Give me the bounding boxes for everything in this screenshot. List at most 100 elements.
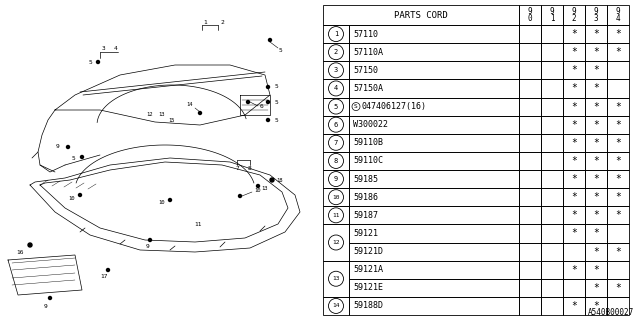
Text: 59121E: 59121E bbox=[353, 283, 383, 292]
Bar bbox=[607, 79, 629, 98]
Bar bbox=[323, 25, 349, 43]
Text: *: * bbox=[571, 228, 577, 238]
Bar bbox=[323, 134, 349, 152]
Text: 5: 5 bbox=[274, 117, 278, 123]
Bar bbox=[519, 206, 541, 224]
Bar bbox=[607, 25, 629, 43]
Text: 4: 4 bbox=[334, 85, 338, 92]
Text: 1: 1 bbox=[334, 31, 338, 37]
Bar bbox=[541, 25, 563, 43]
Text: 10: 10 bbox=[159, 201, 165, 205]
Text: 12: 12 bbox=[332, 240, 340, 245]
Bar bbox=[323, 98, 349, 116]
Text: 59185: 59185 bbox=[353, 175, 378, 184]
Bar bbox=[541, 188, 563, 206]
Text: 6: 6 bbox=[334, 122, 338, 128]
Circle shape bbox=[266, 100, 269, 103]
Text: 9
3: 9 3 bbox=[594, 6, 598, 23]
Bar bbox=[585, 116, 607, 134]
Text: *: * bbox=[615, 29, 621, 39]
Text: *: * bbox=[593, 265, 599, 275]
Text: 59188D: 59188D bbox=[353, 301, 383, 310]
Text: 13: 13 bbox=[159, 113, 165, 117]
Text: *: * bbox=[571, 301, 577, 311]
Bar bbox=[519, 79, 541, 98]
Text: *: * bbox=[615, 247, 621, 257]
Text: 14: 14 bbox=[332, 303, 340, 308]
Text: *: * bbox=[615, 120, 621, 130]
Text: *: * bbox=[593, 101, 599, 112]
Circle shape bbox=[270, 178, 274, 182]
Bar bbox=[519, 134, 541, 152]
Circle shape bbox=[67, 146, 70, 148]
Text: 18: 18 bbox=[276, 178, 284, 182]
Bar bbox=[563, 79, 585, 98]
Text: 15: 15 bbox=[169, 117, 175, 123]
Bar bbox=[541, 243, 563, 260]
Bar bbox=[349, 134, 519, 152]
Bar bbox=[349, 260, 519, 279]
Bar bbox=[563, 43, 585, 61]
Text: 59121: 59121 bbox=[353, 229, 378, 238]
Bar bbox=[607, 243, 629, 260]
Bar bbox=[541, 43, 563, 61]
Text: *: * bbox=[571, 101, 577, 112]
Text: 4: 4 bbox=[114, 46, 118, 52]
Text: 9
0: 9 0 bbox=[528, 6, 532, 23]
Bar bbox=[607, 152, 629, 170]
Bar bbox=[519, 170, 541, 188]
Text: 9
2: 9 2 bbox=[572, 6, 576, 23]
Bar bbox=[323, 206, 349, 224]
Text: 047406127(16): 047406127(16) bbox=[361, 102, 426, 111]
Circle shape bbox=[106, 268, 109, 271]
Text: 7: 7 bbox=[235, 165, 239, 171]
Bar bbox=[349, 224, 519, 243]
Text: 59110B: 59110B bbox=[353, 138, 383, 147]
Bar bbox=[323, 79, 349, 98]
Bar bbox=[519, 116, 541, 134]
Bar bbox=[541, 170, 563, 188]
Text: 2: 2 bbox=[220, 20, 224, 25]
Bar bbox=[323, 61, 349, 79]
Bar bbox=[349, 243, 519, 260]
Text: *: * bbox=[615, 174, 621, 184]
Bar bbox=[349, 188, 519, 206]
Bar bbox=[349, 170, 519, 188]
Text: 9: 9 bbox=[55, 145, 59, 149]
Bar bbox=[607, 260, 629, 279]
Text: *: * bbox=[571, 156, 577, 166]
Bar bbox=[563, 188, 585, 206]
Text: W300022: W300022 bbox=[353, 120, 388, 129]
Text: *: * bbox=[571, 65, 577, 75]
Bar bbox=[607, 116, 629, 134]
Text: 3: 3 bbox=[334, 67, 338, 73]
Bar bbox=[607, 279, 629, 297]
Bar bbox=[519, 98, 541, 116]
Text: *: * bbox=[593, 210, 599, 220]
Circle shape bbox=[168, 198, 172, 202]
Circle shape bbox=[79, 194, 81, 196]
Bar bbox=[519, 188, 541, 206]
Bar bbox=[563, 243, 585, 260]
Circle shape bbox=[266, 85, 269, 89]
Bar bbox=[541, 79, 563, 98]
Bar bbox=[541, 5, 563, 25]
Bar bbox=[585, 206, 607, 224]
Bar bbox=[323, 152, 349, 170]
Text: 9: 9 bbox=[44, 303, 48, 308]
Text: *: * bbox=[593, 120, 599, 130]
Text: 57110A: 57110A bbox=[353, 48, 383, 57]
Text: 5: 5 bbox=[278, 47, 282, 52]
Text: 9
4: 9 4 bbox=[616, 6, 620, 23]
Text: 59121D: 59121D bbox=[353, 247, 383, 256]
Bar bbox=[607, 224, 629, 243]
Text: *: * bbox=[593, 156, 599, 166]
Bar bbox=[585, 188, 607, 206]
Bar bbox=[563, 170, 585, 188]
Bar bbox=[541, 98, 563, 116]
Bar bbox=[585, 134, 607, 152]
Bar bbox=[563, 61, 585, 79]
Text: *: * bbox=[593, 228, 599, 238]
Text: 5: 5 bbox=[274, 100, 278, 105]
Bar bbox=[585, 297, 607, 315]
